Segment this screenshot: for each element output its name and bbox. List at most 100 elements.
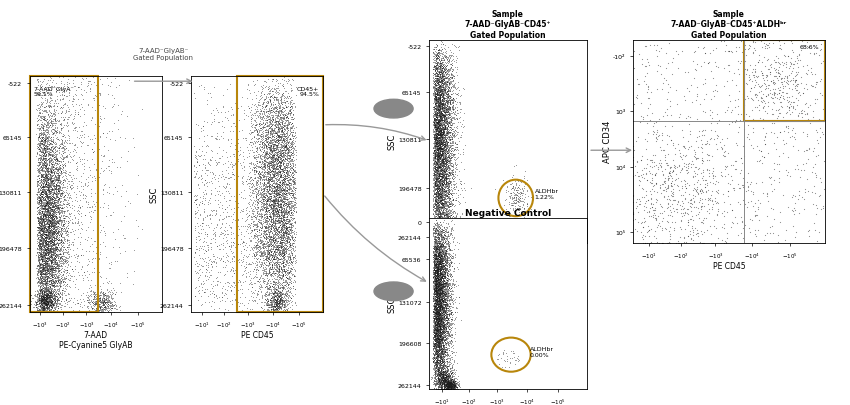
Point xyxy=(48,220,62,227)
Point xyxy=(432,264,445,271)
Point xyxy=(429,275,443,281)
Point xyxy=(445,381,458,387)
Point xyxy=(631,203,644,209)
Point xyxy=(442,56,456,63)
Point xyxy=(429,296,443,303)
Point xyxy=(218,224,232,230)
Point xyxy=(288,205,302,211)
Point xyxy=(262,286,275,293)
Point xyxy=(272,105,286,111)
Point xyxy=(437,347,451,354)
Point xyxy=(441,270,455,276)
Point xyxy=(436,224,450,230)
Point xyxy=(272,198,286,205)
Point xyxy=(433,109,446,116)
Point xyxy=(447,83,461,90)
Point xyxy=(700,208,714,214)
Point xyxy=(437,87,451,94)
Point xyxy=(255,110,269,117)
Point xyxy=(431,227,445,234)
Point xyxy=(768,166,781,173)
Point xyxy=(40,245,54,252)
Point xyxy=(47,223,60,230)
Point xyxy=(429,358,443,364)
Point xyxy=(439,160,453,166)
Point xyxy=(256,275,269,281)
Point xyxy=(434,339,448,346)
Point xyxy=(430,333,444,339)
Point xyxy=(434,241,447,248)
Point xyxy=(433,73,446,79)
Point xyxy=(37,298,50,304)
Point xyxy=(49,100,63,107)
Point xyxy=(431,310,445,316)
Point xyxy=(249,136,263,142)
Point xyxy=(432,322,445,328)
Point xyxy=(445,370,458,377)
Point xyxy=(437,154,451,161)
Point xyxy=(40,187,54,194)
Point xyxy=(219,250,233,256)
Point xyxy=(439,348,452,355)
Point xyxy=(201,276,215,282)
Point xyxy=(428,114,442,120)
Point xyxy=(447,317,461,324)
Point xyxy=(276,283,290,289)
Point xyxy=(434,195,447,202)
Point xyxy=(46,223,60,230)
Point xyxy=(443,87,456,94)
Point xyxy=(41,141,54,148)
Point xyxy=(37,298,51,305)
Point xyxy=(435,158,449,164)
Point xyxy=(434,247,448,253)
Point xyxy=(666,183,679,190)
Point xyxy=(432,173,445,180)
Point xyxy=(435,261,449,267)
Point xyxy=(254,215,268,221)
Point xyxy=(259,218,273,224)
Point xyxy=(437,347,451,353)
Point xyxy=(431,317,445,323)
Point xyxy=(434,341,447,347)
Point xyxy=(50,200,64,206)
Point xyxy=(257,271,270,277)
Point xyxy=(434,62,448,68)
Point xyxy=(434,190,447,196)
Point xyxy=(772,88,785,94)
Point xyxy=(751,60,765,66)
Point xyxy=(429,179,443,185)
Point xyxy=(715,146,728,152)
Point xyxy=(427,283,440,289)
Point xyxy=(45,173,59,179)
Point xyxy=(192,252,206,258)
Point xyxy=(435,350,449,357)
Point xyxy=(439,116,453,123)
Point xyxy=(42,187,56,194)
Point xyxy=(226,171,240,177)
Point xyxy=(276,296,290,303)
Point xyxy=(268,150,281,156)
Point xyxy=(428,147,442,153)
Point xyxy=(42,171,55,178)
Point xyxy=(437,133,451,139)
Point xyxy=(722,122,736,128)
Point xyxy=(788,83,802,90)
Point xyxy=(42,188,55,195)
Point xyxy=(445,362,459,369)
Point xyxy=(435,297,449,304)
Point xyxy=(437,115,451,122)
Point xyxy=(430,112,444,119)
Point xyxy=(252,132,266,139)
Point xyxy=(435,90,449,96)
Point xyxy=(47,204,60,211)
Point xyxy=(449,381,462,387)
Point xyxy=(432,342,445,348)
Point xyxy=(428,109,441,115)
Point xyxy=(428,113,441,119)
Point xyxy=(433,191,446,197)
Point xyxy=(271,187,285,193)
Point xyxy=(443,263,456,270)
Point xyxy=(199,277,212,284)
Point xyxy=(258,121,271,127)
Point xyxy=(263,183,276,190)
